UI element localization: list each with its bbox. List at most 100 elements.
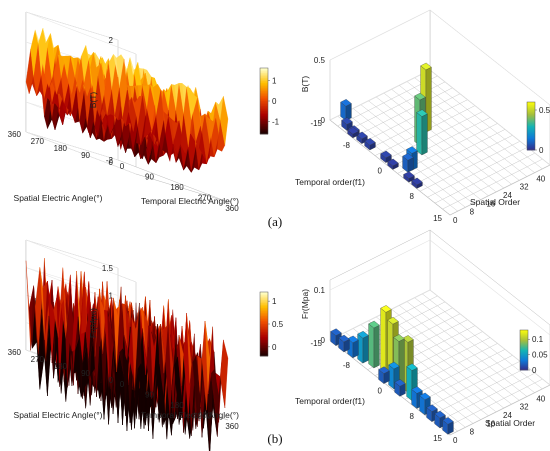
colorbar-swatch (520, 353, 528, 355)
colorbar-swatch (520, 336, 528, 338)
colorbar-swatch (520, 340, 528, 342)
colorbar-swatch (527, 122, 535, 124)
colorbar-swatch (260, 109, 268, 112)
bar (340, 99, 352, 121)
colorbar-swatch (527, 148, 535, 151)
bar (416, 109, 428, 156)
z-gridline (25, 11, 137, 55)
colorbar-swatch (260, 84, 268, 87)
x-tick-label: 180 (170, 401, 184, 410)
colorbar-swatch (260, 304, 268, 307)
bar (364, 138, 376, 151)
bar-top (394, 379, 406, 387)
colorbar-swatch (527, 114, 535, 116)
bar-top (338, 334, 350, 343)
colorbar-swatch (260, 316, 268, 318)
y-tick-label: 0 (453, 216, 458, 225)
colorbar-swatch (520, 335, 528, 337)
colorbar: 0.50 (526, 101, 550, 155)
bar-top (416, 109, 428, 117)
bar-top (364, 138, 376, 146)
colorbar-swatch (527, 104, 535, 106)
colorbar-swatch (520, 358, 528, 360)
z-gridline (25, 11, 119, 41)
colorbar-swatch (260, 114, 268, 117)
colorbar-swatch (520, 337, 528, 339)
colorbar-swatch (260, 314, 268, 317)
floor-gridline (434, 152, 536, 204)
z-tick-label: 0 (321, 116, 326, 125)
colorbar-swatch (260, 130, 268, 133)
colorbar-swatch (260, 301, 268, 304)
bar-top (406, 363, 418, 371)
colorbar-swatch (260, 104, 268, 107)
bar-top (426, 404, 438, 412)
colorbar-swatch (527, 102, 535, 104)
y-tick-label: 270 (31, 137, 45, 146)
colorbar-swatch (260, 338, 268, 341)
colorbar-swatch (527, 133, 535, 135)
colorbar-swatch (260, 127, 268, 130)
floor-gridline (419, 141, 521, 192)
colorbar-swatch (527, 141, 535, 144)
surface-chart-b-left: 1.510.50-0.5090180270360090180270360Fr(M… (8, 239, 284, 451)
colorbar-swatch (260, 340, 268, 342)
z-axis-label: B(T) (88, 92, 98, 109)
colorbar-swatch (260, 97, 268, 100)
colorbar-swatch (260, 344, 268, 347)
colorbar-swatch (527, 140, 535, 142)
colorbar-swatch (527, 126, 535, 128)
colorbar-swatch (527, 128, 535, 130)
colorbar-swatch (520, 331, 528, 333)
colorbar-tick-label: 0.1 (532, 335, 544, 344)
z-gridline (329, 289, 431, 341)
x-tick-label: 0 (120, 162, 125, 171)
colorbar-swatch (260, 68, 268, 71)
colorbar-swatch (520, 361, 528, 363)
colorbar-frame (526, 101, 536, 151)
panel-label-a: (a) (268, 214, 282, 229)
bar-front (380, 307, 386, 373)
colorbar-swatch (260, 309, 268, 312)
colorbar-swatch (520, 367, 528, 369)
colorbar-swatch (260, 105, 268, 108)
colorbar-swatch (260, 349, 268, 352)
floor-gridline (383, 92, 505, 189)
bar-top (434, 410, 446, 419)
y-tick-label: 270 (31, 355, 45, 364)
bar-top (388, 361, 400, 370)
z-axis-label: B(T) (300, 76, 310, 93)
colorbar-swatch (260, 120, 268, 123)
colorbar-swatch (527, 130, 535, 133)
bar (338, 334, 350, 353)
colorbar-tick-label: 0.05 (532, 351, 548, 360)
x-tick-label: -8 (343, 141, 351, 150)
colorbar-swatch (260, 115, 268, 118)
y-tick-label: 32 (520, 403, 529, 412)
colorbar-swatch (260, 293, 268, 296)
z-axis-label: Fr(Mpa) (88, 308, 98, 338)
colorbar-swatch (260, 332, 268, 334)
y-axis-label: Spatial Electric Angle(°) (14, 193, 103, 203)
colorbar-tick-label: 0.5 (539, 106, 550, 115)
colorbar-swatch (527, 106, 535, 109)
bar-top (402, 153, 414, 161)
colorbar-swatch (260, 122, 268, 125)
colorbar-swatch (527, 105, 535, 108)
colorbar-swatch (527, 145, 535, 147)
colorbar-swatch (527, 132, 535, 134)
colorbar-tick-label: 0.5 (272, 320, 284, 329)
colorbar-swatch (260, 319, 268, 322)
colorbar-swatch (260, 322, 268, 325)
bar (402, 153, 414, 173)
x-tick-label: 360 (225, 204, 239, 213)
colorbar-tick-label: 0 (532, 366, 537, 375)
floor-gridline (412, 135, 513, 186)
colorbar-swatch (520, 356, 528, 358)
z-gridline (329, 9, 431, 61)
bar-top (420, 62, 432, 71)
colorbar-swatch (260, 82, 268, 85)
z-gridline (25, 131, 119, 161)
x-tick-label: -15 (310, 119, 322, 128)
